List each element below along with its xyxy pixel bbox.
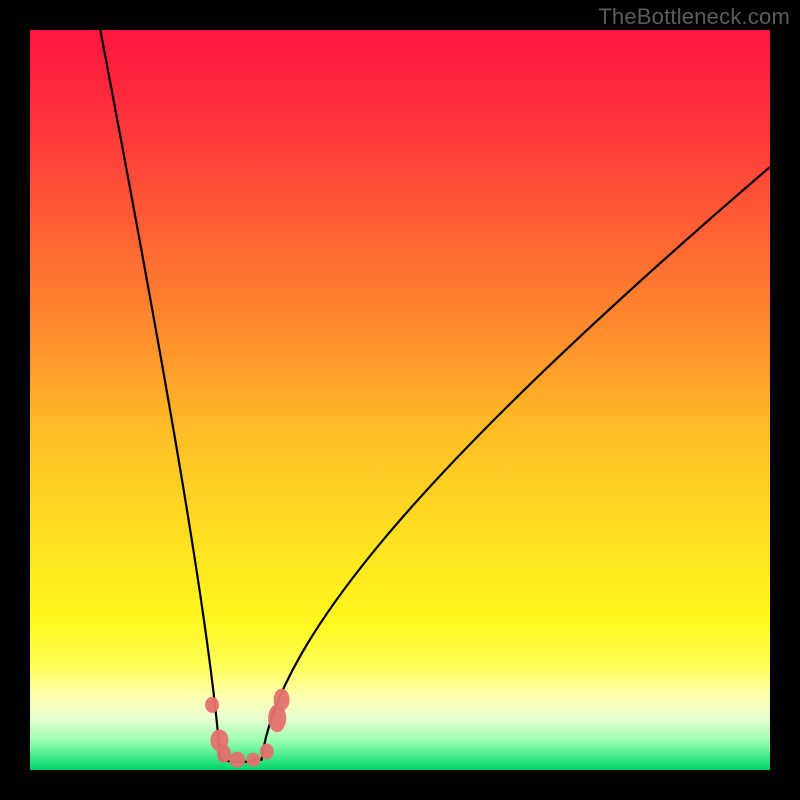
chart-frame: TheBottleneck.com	[0, 0, 800, 800]
curve-marker	[246, 753, 260, 767]
curve-marker	[229, 752, 245, 768]
plot-gradient-area	[30, 30, 770, 770]
curve-marker	[274, 689, 290, 711]
bottleneck-plot	[0, 0, 800, 800]
curve-marker	[205, 697, 219, 713]
curve-marker	[217, 745, 231, 763]
watermark-text: TheBottleneck.com	[598, 4, 790, 30]
curve-marker	[260, 744, 274, 760]
